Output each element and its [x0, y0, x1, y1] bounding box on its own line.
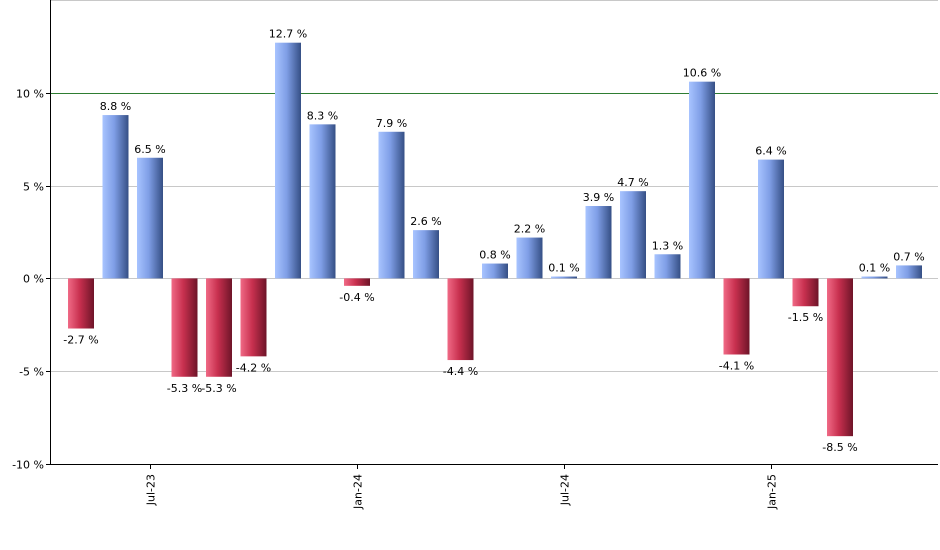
- grid-lines: [50, 0, 938, 465]
- x-tick-label: Jan-24: [352, 474, 365, 510]
- data-label: 2.2 %: [514, 223, 545, 236]
- data-label: -5.3 %: [201, 382, 236, 395]
- data-label: -5.3 %: [167, 382, 202, 395]
- data-label: -0.4 %: [339, 291, 374, 304]
- data-label: 2.6 %: [410, 215, 441, 228]
- bar: [654, 254, 681, 279]
- x-tick-label: Jul-23: [145, 474, 158, 506]
- bar: [896, 265, 922, 279]
- x-tick-label: Jul-24: [559, 474, 572, 506]
- axes: -10 % -5 % 0 % 5 % 10 % Jul-23 Jan-24 Jul-24 Jan…: [12, 0, 938, 510]
- data-label: -4.4 %: [443, 365, 478, 378]
- bar: [206, 278, 232, 377]
- bars: [68, 42, 922, 437]
- bar: [758, 159, 784, 279]
- data-label: 4.7 %: [617, 176, 648, 189]
- data-label: 7.9 %: [376, 117, 407, 130]
- bar: [68, 278, 94, 329]
- bar: [344, 278, 370, 286]
- y-tick-label: 10 %: [16, 88, 44, 101]
- bar: [482, 263, 508, 279]
- data-label: 8.8 %: [100, 100, 131, 113]
- bar: [413, 230, 439, 279]
- data-label: 3.9 %: [583, 191, 614, 204]
- bar: [585, 206, 612, 279]
- data-label: -4.1 %: [719, 359, 754, 372]
- data-label: 8.3 %: [307, 109, 338, 122]
- bar: [551, 276, 577, 279]
- data-label: 0.7 %: [893, 250, 924, 263]
- data-label: 10.6 %: [683, 67, 721, 80]
- bar: [620, 191, 646, 279]
- bar: [171, 278, 198, 377]
- bar: [723, 278, 750, 355]
- bar: [447, 278, 474, 361]
- bar: [827, 278, 853, 437]
- bar: [240, 278, 267, 357]
- y-tick-label: -10 %: [12, 459, 44, 472]
- data-label: -2.7 %: [63, 334, 98, 347]
- data-label: -8.5 %: [822, 441, 857, 454]
- data-label: -4.2 %: [236, 361, 271, 374]
- data-label: -1.5 %: [788, 311, 823, 324]
- bar: [516, 237, 543, 279]
- data-label: 0.1 %: [859, 262, 890, 275]
- y-tick-label: 0 %: [23, 273, 44, 286]
- bar: [102, 115, 129, 279]
- data-labels: -2.7 %8.8 %6.5 %-5.3 % -5.3 %-4.2 %12.7 %…: [63, 28, 924, 454]
- bar: [378, 131, 405, 279]
- y-tick-label: 5 %: [23, 181, 44, 194]
- bar: [309, 124, 336, 279]
- data-label: 6.4 %: [755, 145, 786, 158]
- x-tick-label: Jan-25: [766, 474, 779, 510]
- bar: [275, 42, 301, 279]
- data-label: 0.1 %: [548, 262, 579, 275]
- data-label: 0.8 %: [479, 249, 510, 262]
- bar: [689, 81, 715, 279]
- data-label: 12.7 %: [269, 28, 307, 41]
- data-label: 6.5 %: [134, 143, 165, 156]
- bar: [861, 276, 888, 279]
- data-label: 1.3 %: [652, 239, 683, 252]
- y-tick-label: -5 %: [19, 366, 44, 379]
- bar: [137, 157, 163, 279]
- bar: [792, 278, 819, 307]
